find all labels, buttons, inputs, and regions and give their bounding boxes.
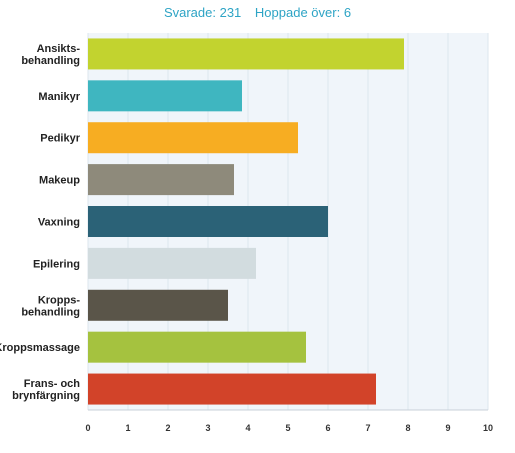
bar bbox=[88, 80, 242, 112]
x-tick-label: 1 bbox=[125, 423, 130, 433]
x-tick-label: 2 bbox=[165, 423, 170, 433]
category-label: Frans- och brynfärgning bbox=[12, 378, 80, 402]
x-tick-label: 6 bbox=[325, 423, 330, 433]
response-summary: Svarade: 231 Hoppade över: 6 bbox=[0, 5, 515, 20]
bar bbox=[88, 331, 306, 363]
category-label: Epilering bbox=[33, 258, 80, 270]
category-label: Kropps-behandling bbox=[21, 294, 80, 318]
bar bbox=[88, 206, 328, 237]
answered-count: Svarade: 231 bbox=[163, 5, 242, 20]
bar bbox=[88, 38, 404, 70]
bar bbox=[88, 289, 228, 321]
category-label: Pedikyr bbox=[40, 133, 80, 145]
bar bbox=[88, 122, 298, 154]
x-tick-label: 7 bbox=[365, 423, 370, 433]
bars bbox=[88, 38, 404, 405]
x-tick-label: 10 bbox=[483, 423, 493, 433]
skipped-count: Hoppade över: 6 bbox=[254, 5, 352, 20]
category-label: Ansikts-behandling bbox=[21, 43, 80, 67]
bar bbox=[88, 373, 376, 405]
x-tick-label: 9 bbox=[445, 423, 450, 433]
x-tick-labels: 0 1 2 3 4 5 6 7 8 9 10 bbox=[85, 423, 493, 433]
x-tick-label: 4 bbox=[245, 423, 250, 433]
bar bbox=[88, 247, 256, 279]
bar bbox=[88, 164, 234, 196]
category-label: Kroppsmassage bbox=[0, 342, 80, 354]
category-labels: Ansikts-behandling Manikyr Pedikyr Makeup Va… bbox=[0, 43, 81, 402]
x-tick-label: 8 bbox=[405, 423, 410, 433]
category-label: Makeup bbox=[39, 175, 80, 187]
category-label: Vaxning bbox=[38, 217, 80, 229]
x-tick-label: 5 bbox=[285, 423, 290, 433]
category-label: Manikyr bbox=[38, 91, 80, 103]
x-tick-label: 3 bbox=[205, 423, 210, 433]
x-tick-label: 0 bbox=[85, 423, 90, 433]
